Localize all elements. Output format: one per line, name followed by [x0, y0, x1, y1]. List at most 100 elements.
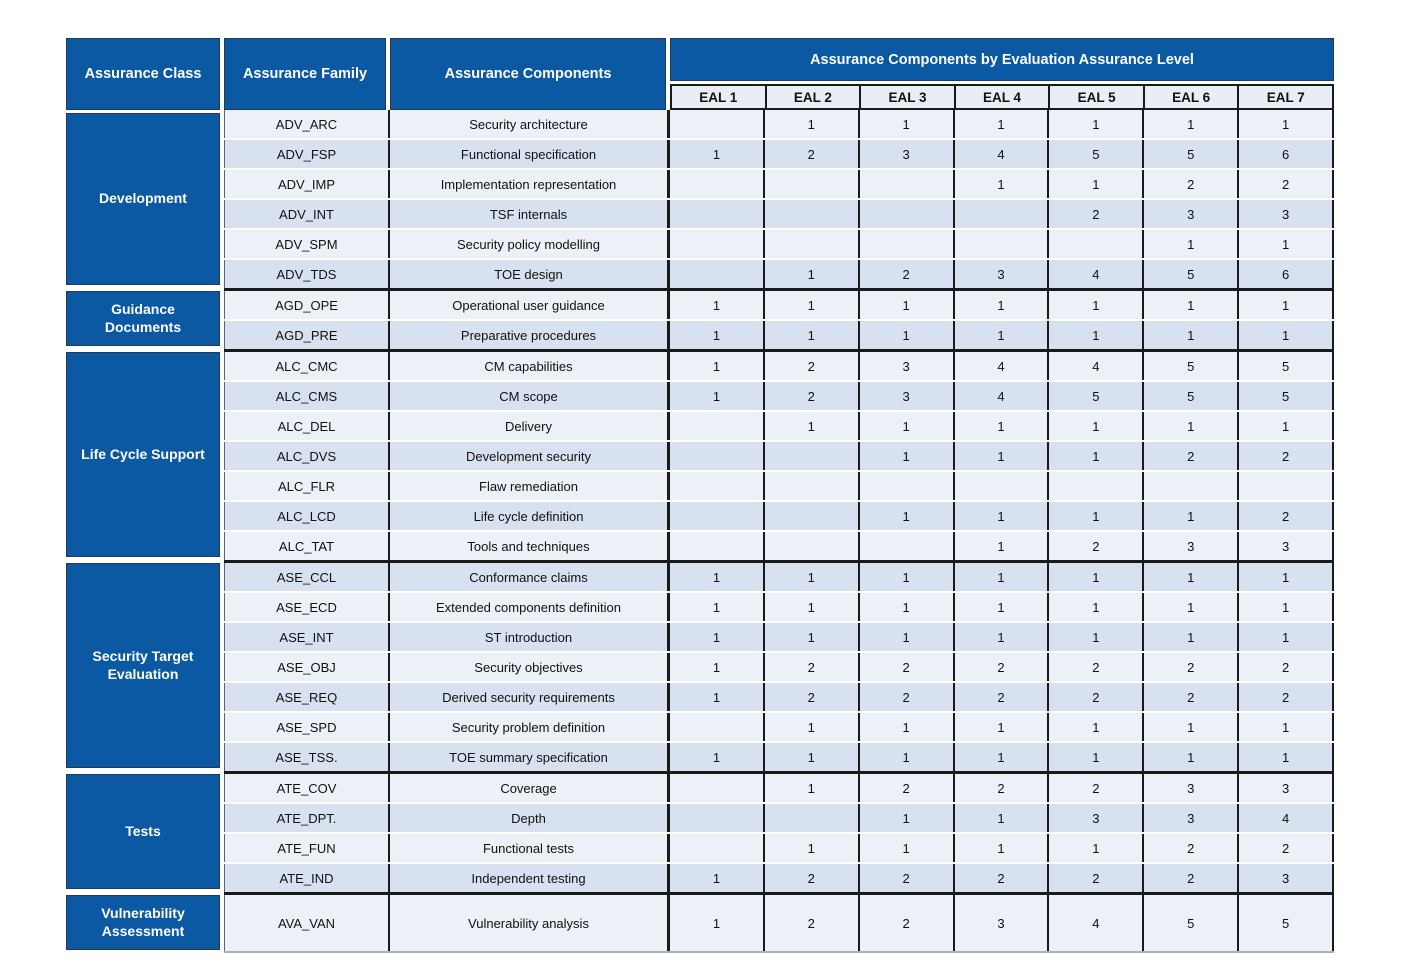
table-row: ATE_FUN Functional tests 1 1 1 1 2 2: [224, 832, 1335, 862]
eal-value-cell-eal5: 5: [1049, 382, 1145, 410]
table-row: ADV_INT TSF internals 2 3 3: [224, 198, 1335, 228]
family-code-cell: AVA_VAN: [224, 895, 390, 951]
component-name-cell: Tools and techniques: [390, 532, 670, 560]
table-row: ATE_DPT. Depth 1 1 3 3 4: [224, 802, 1335, 832]
eal-value-cell-eal6: 5: [1144, 895, 1240, 951]
family-code-cell: ASE_INT: [224, 623, 390, 651]
component-name-cell: TOE design: [390, 260, 670, 288]
family-code-cell: ADV_ARC: [224, 110, 390, 138]
table-row: AGD_PRE Preparative procedures 1 1 1 1 1 1 1: [224, 319, 1335, 349]
eal-value-cell-eal5: 2: [1049, 653, 1145, 681]
component-name-cell: Derived security requirements: [390, 683, 670, 711]
eal-value-cell-eal4: 1: [954, 593, 1050, 621]
eal-value-cell-eal7: 1: [1239, 713, 1335, 741]
eal-value-cell-eal4: [954, 472, 1050, 500]
component-name-cell: Life cycle definition: [390, 502, 670, 530]
assurance-class-cell: Life Cycle Support: [66, 352, 220, 557]
component-name-cell: Delivery: [390, 412, 670, 440]
family-code-cell: ALC_FLR: [224, 472, 390, 500]
eal-value-cell-eal7: 3: [1239, 864, 1335, 892]
eal-value-cell-eal1: [670, 260, 765, 288]
eal-value-cell-eal1: 1: [670, 864, 765, 892]
table-row: ADV_IMP Implementation representation 1 1 2 2: [224, 168, 1335, 198]
eal-value-cell-eal2: [764, 200, 860, 228]
eal-value-cell-eal6: 1: [1144, 593, 1240, 621]
eal-value-cell-eal5: 2: [1049, 532, 1145, 560]
component-name-cell: Independent testing: [390, 864, 670, 892]
eal-value-cell-eal2: 2: [764, 895, 860, 951]
eal-value-cell-eal6: 1: [1144, 563, 1240, 591]
header-assurance-family: Assurance Family: [224, 38, 386, 110]
eal-value-cell-eal4: 1: [954, 291, 1050, 319]
eal-value-cell-eal7: 1: [1239, 743, 1335, 771]
eal-value-cell-eal4: 1: [954, 110, 1050, 138]
eal-value-cell-eal7: 2: [1239, 834, 1335, 862]
eal-value-cell-eal1: 1: [670, 321, 765, 349]
eal-value-cell-eal7: 2: [1239, 683, 1335, 711]
table-row: ALC_CMC CM capabilities 1 2 3 4 4 5 5: [224, 352, 1335, 380]
eal-value-cell-eal4: 1: [954, 321, 1050, 349]
eal-value-cell-eal4: 4: [954, 352, 1050, 380]
eal-value-cell-eal3: 2: [859, 864, 955, 892]
eal-value-cell-eal7: 1: [1239, 291, 1335, 319]
eal-value-cell-eal1: [670, 442, 765, 470]
eal-value-cell-eal7: 6: [1239, 140, 1335, 168]
eal-value-cell-eal2: 1: [764, 110, 860, 138]
eal-value-cell-eal5: 2: [1049, 774, 1145, 802]
eal-value-cell-eal1: 1: [670, 291, 765, 319]
eal-value-cell-eal3: 1: [859, 804, 955, 832]
eal-value-cell-eal1: [670, 804, 765, 832]
eal-value-cell-eal6: [1144, 472, 1240, 500]
eal-value-cell-eal2: 1: [764, 260, 860, 288]
component-name-cell: Development security: [390, 442, 670, 470]
eal-value-cell-eal2: 1: [764, 774, 860, 802]
eal-value-cell-eal4: 1: [954, 804, 1050, 832]
component-name-cell: Functional specification: [390, 140, 670, 168]
table-row: AVA_VAN Vulnerability analysis 1 2 2 3 4 5 5: [224, 895, 1335, 951]
eal-value-cell-eal6: 2: [1144, 442, 1240, 470]
eal-value-cell-eal7: 5: [1239, 895, 1335, 951]
eal-value-cell-eal7: 1: [1239, 563, 1335, 591]
component-name-cell: Security objectives: [390, 653, 670, 681]
family-code-cell: ALC_DVS: [224, 442, 390, 470]
table-row: ASE_CCL Conformance claims 1 1 1 1 1 1 1: [224, 563, 1335, 591]
eal-value-cell-eal5: 1: [1049, 442, 1145, 470]
eal-value-cell-eal6: 2: [1144, 834, 1240, 862]
family-code-cell: ASE_REQ: [224, 683, 390, 711]
eal-value-cell-eal4: 2: [954, 683, 1050, 711]
eal-value-cell-eal2: 1: [764, 743, 860, 771]
eal-value-cell-eal2: [764, 804, 860, 832]
eal-value-cell-eal6: 1: [1144, 110, 1240, 138]
eal-value-cell-eal1: 1: [670, 352, 765, 380]
family-code-cell: ASE_ECD: [224, 593, 390, 621]
table-row: ASE_OBJ Security objectives 1 2 2 2 2 2 2: [224, 651, 1335, 681]
eal-value-cell-eal3: [859, 200, 955, 228]
eal-value-cell-eal4: 1: [954, 623, 1050, 651]
eal-value-cell-eal6: 1: [1144, 502, 1240, 530]
eal-value-cell-eal2: 2: [764, 140, 860, 168]
eal-value-cell-eal1: [670, 834, 765, 862]
eal-value-cell-eal7: [1239, 472, 1335, 500]
eal-value-cell-eal2: 1: [764, 412, 860, 440]
eal-value-cell-eal7: 1: [1239, 623, 1335, 651]
table-row: ASE_INT ST introduction 1 1 1 1 1 1 1: [224, 621, 1335, 651]
eal-value-cell-eal3: 1: [859, 713, 955, 741]
eal-level-label-4: EAL 4: [953, 86, 1049, 108]
section-rows: ASE_CCL Conformance claims 1 1 1 1 1 1 1 ASE_ECD E…: [224, 560, 1335, 771]
family-code-cell: ATE_FUN: [224, 834, 390, 862]
eal-value-cell-eal5: 4: [1049, 895, 1145, 951]
eal-level-label-2: EAL 2: [764, 86, 860, 108]
eal-value-cell-eal2: [764, 472, 860, 500]
table-row: ASE_TSS. TOE summary specification 1 1 1 1 1 1 1: [224, 741, 1335, 771]
eal-value-cell-eal2: 1: [764, 291, 860, 319]
family-code-cell: AGD_OPE: [224, 291, 390, 319]
eal-value-cell-eal1: [670, 472, 765, 500]
eal-level-label-7: EAL 7: [1237, 86, 1332, 108]
table-row: ALC_LCD Life cycle definition 1 1 1 1 2: [224, 500, 1335, 530]
eal-value-cell-eal3: 1: [859, 743, 955, 771]
eal-value-cell-eal4: 2: [954, 774, 1050, 802]
family-code-cell: ATE_IND: [224, 864, 390, 892]
eal-value-cell-eal7: 2: [1239, 170, 1335, 198]
eal-value-cell-eal2: 1: [764, 834, 860, 862]
family-code-cell: ATE_DPT.: [224, 804, 390, 832]
